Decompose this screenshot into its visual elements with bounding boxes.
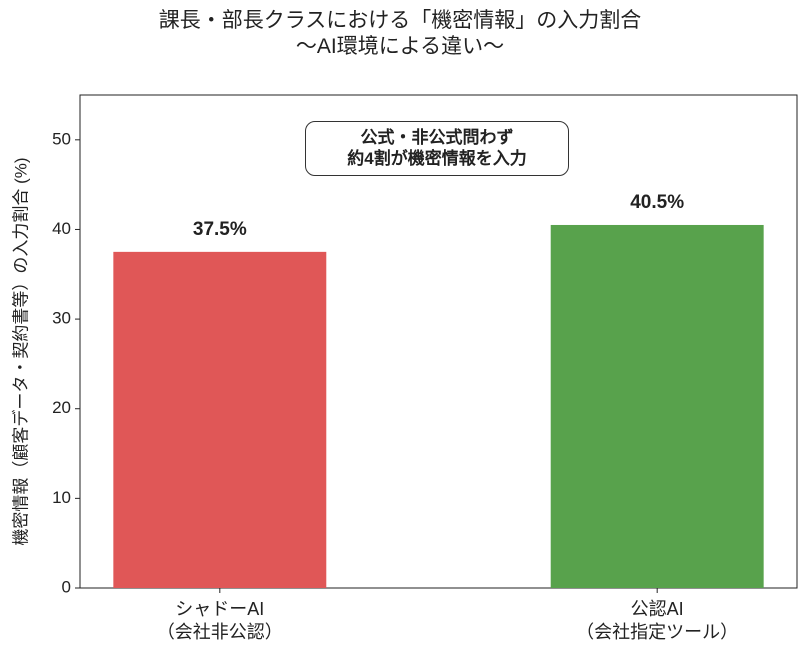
y-tick-label: 10	[52, 488, 71, 507]
bar	[550, 224, 764, 589]
bar	[113, 251, 327, 588]
plot-frame	[79, 94, 798, 589]
value-label: 37.5%	[193, 219, 247, 240]
y-tick-label: 20	[52, 398, 71, 417]
y-tick-label: 40	[52, 219, 71, 238]
value-label: 40.5%	[630, 192, 684, 213]
x-tick-label: 公認AI （会社指定ツール）	[576, 599, 739, 642]
x-tick-label: シャドーAI （会社非公認）	[156, 599, 283, 642]
chart-title: 課長・部長クラスにおける「機密情報」の入力割合 〜AI環境による違い〜	[158, 9, 642, 59]
y-tick-label: 30	[52, 309, 71, 328]
y-tick-label: 50	[52, 129, 71, 148]
y-axis-label: 機密情報（顧客データ・契約書等）の入力割合 (%)	[10, 157, 30, 545]
y-tick-label: 0	[62, 577, 71, 596]
annotation: 公式・非公式問わず 約4割が機密情報を入力	[305, 121, 569, 176]
